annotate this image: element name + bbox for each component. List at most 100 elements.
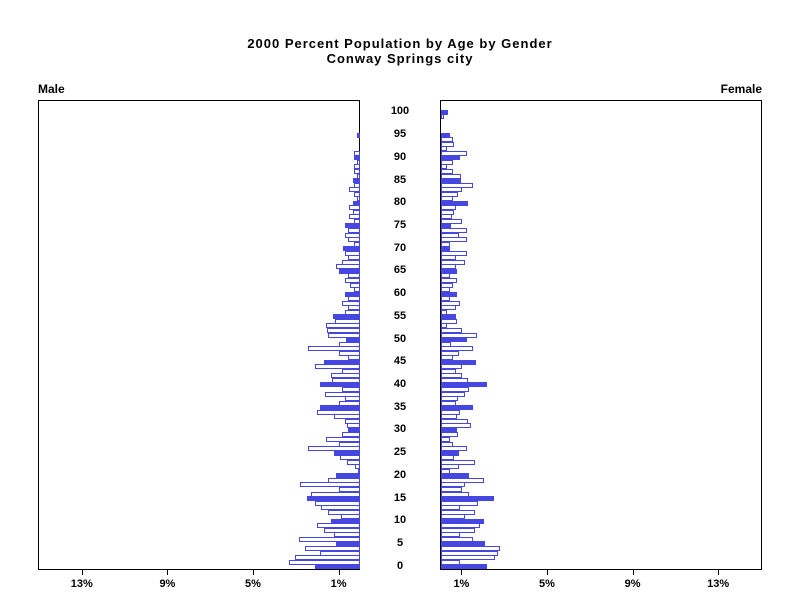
- male-bar-age-53: [325, 323, 360, 329]
- female-pyramid-panel: [440, 100, 762, 570]
- male-bar-age-48: [307, 346, 360, 352]
- female-bar-age-49: [441, 341, 452, 347]
- female-bar-age-41: [441, 377, 468, 383]
- female-pct-tick-1: [461, 570, 463, 575]
- female-bar-age-51: [441, 332, 478, 338]
- female-bar-age-83: [441, 187, 463, 193]
- male-pct-label-5: 5%: [245, 578, 261, 590]
- female-bar-age-45: [441, 359, 477, 365]
- female-bar-age-7: [441, 532, 461, 538]
- female-pct-tick-5: [547, 570, 548, 575]
- male-bar-age-36: [338, 400, 360, 406]
- female-bar-age-40: [441, 382, 488, 388]
- age-tick-label-0: 0: [396, 559, 404, 572]
- age-tick-label-95: 95: [393, 128, 407, 141]
- male-bar-age-16: [310, 491, 360, 497]
- female-bar-age-79: [441, 205, 456, 211]
- female-bar-age-89: [441, 159, 453, 165]
- age-tick-label-100: 100: [390, 105, 410, 118]
- male-bar-age-51: [327, 332, 360, 338]
- female-bar-age-74: [441, 228, 468, 234]
- female-bar-age-56: [441, 309, 448, 315]
- female-pct-label-9: 9%: [624, 578, 641, 590]
- female-bar-age-35: [441, 405, 474, 411]
- male-bar-age-74: [348, 228, 360, 234]
- female-bar-age-63: [441, 277, 458, 283]
- male-bar-age-1: [289, 559, 360, 565]
- male-bar-age-57: [348, 305, 360, 311]
- male-bar-age-29: [341, 432, 360, 438]
- female-bar-age-85: [441, 178, 462, 184]
- female-bar-age-26: [441, 446, 467, 452]
- female-bar-age-77: [441, 214, 452, 220]
- female-bar-age-44: [441, 364, 463, 370]
- female-bar-age-9: [441, 523, 480, 529]
- age-tick-label-65: 65: [393, 264, 407, 277]
- female-bar-age-65: [441, 268, 458, 274]
- male-bar-age-91: [353, 150, 360, 156]
- female-bar-age-87: [441, 168, 453, 174]
- female-bar-age-46: [441, 355, 453, 361]
- female-bar-age-43: [441, 368, 456, 374]
- male-bar-age-11: [340, 514, 360, 520]
- male-bar-age-41: [332, 377, 360, 383]
- female-bar-age-90: [441, 155, 461, 161]
- female-bar-age-100: [441, 109, 449, 115]
- female-bar-age-27: [441, 441, 453, 447]
- male-bar-age-32: [345, 418, 360, 424]
- male-bar-age-90: [353, 155, 360, 161]
- female-bar-age-78: [441, 209, 454, 215]
- male-bar-age-75: [345, 223, 360, 229]
- male-bar-age-71: [353, 241, 360, 247]
- female-bar-age-5: [441, 541, 485, 547]
- female-bar-age-88: [441, 164, 448, 170]
- male-bar-age-78: [352, 209, 360, 215]
- male-bar-age-76: [353, 218, 360, 224]
- male-bar-age-77: [349, 214, 360, 220]
- age-tick-label-70: 70: [393, 241, 407, 254]
- male-bar-age-62: [350, 282, 360, 288]
- male-bar-age-14: [315, 500, 360, 506]
- female-bar-age-12: [441, 509, 476, 515]
- age-tick-label-80: 80: [393, 196, 407, 209]
- female-bar-age-38: [441, 391, 465, 397]
- female-bar-age-95: [441, 132, 450, 138]
- male-bar-age-42: [331, 373, 360, 379]
- chart-title: 2000 Percent Population by Age by Gender: [247, 36, 553, 51]
- female-bar-age-99: [441, 114, 445, 120]
- female-bar-age-13: [441, 505, 461, 511]
- male-bar-age-63: [345, 277, 360, 283]
- male-bar-age-54: [335, 318, 360, 324]
- male-bar-age-24: [339, 455, 360, 461]
- male-bar-age-68: [348, 255, 360, 261]
- chart-subtitle: Conway Springs city: [326, 51, 474, 66]
- female-bar-age-54: [441, 318, 458, 324]
- male-bar-age-8: [323, 527, 360, 533]
- female-bar-age-70: [441, 246, 450, 252]
- age-tick-label-55: 55: [393, 309, 407, 322]
- male-bar-age-15: [306, 496, 360, 502]
- female-bar-age-19: [441, 477, 484, 483]
- female-bar-age-16: [441, 491, 470, 497]
- male-bar-age-80: [352, 200, 360, 206]
- male-bar-age-81: [356, 196, 360, 202]
- male-pct-tick-13: [81, 570, 83, 575]
- female-bar-age-11: [441, 514, 465, 520]
- male-bar-age-0: [315, 564, 360, 570]
- male-bar-age-9: [317, 523, 360, 529]
- male-bar-age-52: [326, 327, 360, 333]
- male-bar-age-6: [299, 536, 360, 542]
- female-bar-age-39: [441, 387, 469, 393]
- male-bar-age-34: [317, 409, 360, 415]
- age-tick-label-40: 40: [393, 377, 407, 390]
- male-bar-age-59: [348, 296, 360, 302]
- female-bar-age-29: [441, 432, 459, 438]
- age-tick-label-5: 5: [396, 536, 404, 549]
- female-bar-age-59: [441, 296, 450, 302]
- male-pct-label-1: 1%: [330, 578, 347, 590]
- male-bar-age-84: [353, 182, 360, 188]
- chart-title-block: 2000 Percent Population by Age by Gender…: [0, 36, 800, 66]
- male-pct-tick-9: [167, 570, 169, 575]
- male-pct-label-13: 13%: [70, 578, 93, 590]
- male-bar-age-19: [327, 477, 360, 483]
